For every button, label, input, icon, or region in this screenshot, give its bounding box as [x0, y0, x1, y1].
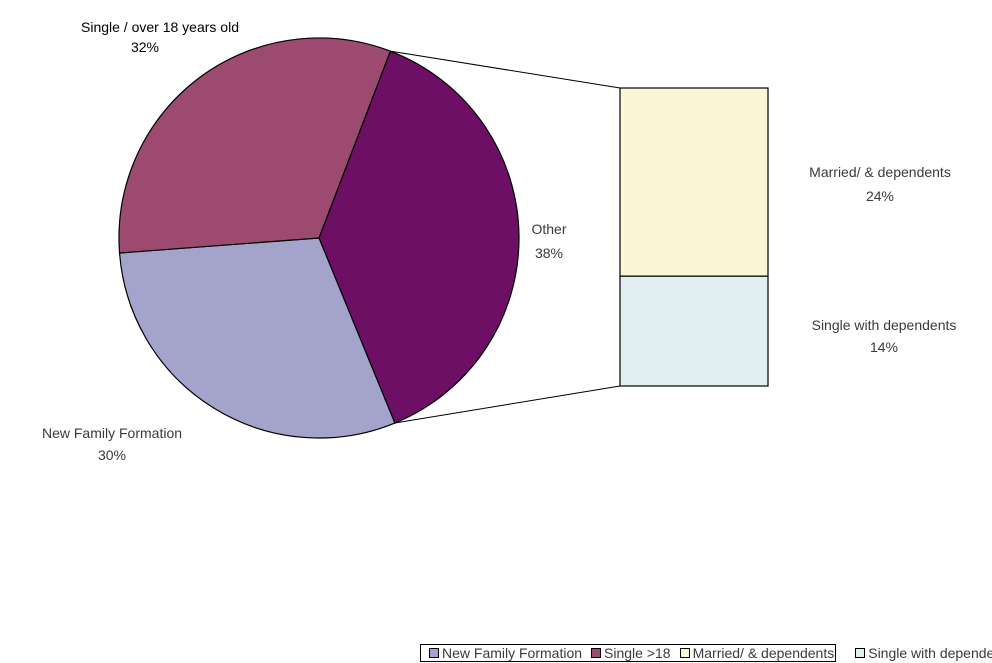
- slice-value-new-family-formation: 30%: [98, 447, 126, 463]
- legend-item-single-with-dependents: Single with dependents: [855, 645, 992, 661]
- legend-label: Single with dependents: [868, 645, 992, 661]
- legend-label: Married/ & dependents: [692, 645, 835, 661]
- connector-line-bottom: [394, 385, 621, 424]
- slice-value-other: 38%: [535, 245, 563, 261]
- connector-lines: [390, 50, 621, 424]
- legend: New Family Formation Single >18 Married/…: [420, 644, 992, 662]
- bar-label-single-with-dependents: Single with dependents: [812, 317, 957, 333]
- pie: [118, 37, 520, 439]
- legend-label: Single >18: [604, 645, 671, 661]
- legend-label: New Family Formation: [442, 645, 583, 661]
- slice-value-single-over-18: 32%: [131, 39, 159, 55]
- breakdown-bar: [619, 87, 769, 387]
- slice-label-new-family-formation: New Family Formation: [42, 425, 182, 441]
- legend-item-married-dependents: Married/ & dependents: [679, 645, 835, 661]
- slice-label-single-over-18: Single / over 18 years old: [81, 19, 239, 35]
- bar-label-married-dependents: Married/ & dependents: [809, 164, 951, 180]
- bar-segment-married-dependents: [619, 87, 769, 277]
- connector-line-top: [390, 50, 621, 89]
- bar-value-single-with-dependents: 14%: [870, 339, 898, 355]
- pie-slice-single-over-18-years-old: [118, 37, 392, 254]
- pie-slice-new-family-formation: [118, 237, 396, 439]
- legend-swatch: [591, 648, 602, 658]
- slice-label-other: Other: [531, 221, 566, 237]
- bar-segment-single-with-dependents: [619, 275, 769, 387]
- bar-value-married-dependents: 24%: [866, 188, 894, 204]
- pie-slice-other: [318, 50, 520, 424]
- legend-swatch: [855, 648, 866, 658]
- legend-swatch: [679, 648, 690, 658]
- legend-swatch: [429, 648, 439, 658]
- legend-item-single-over-18: Single >18: [591, 645, 671, 661]
- legend-item-new-family-formation: New Family Formation: [429, 645, 582, 661]
